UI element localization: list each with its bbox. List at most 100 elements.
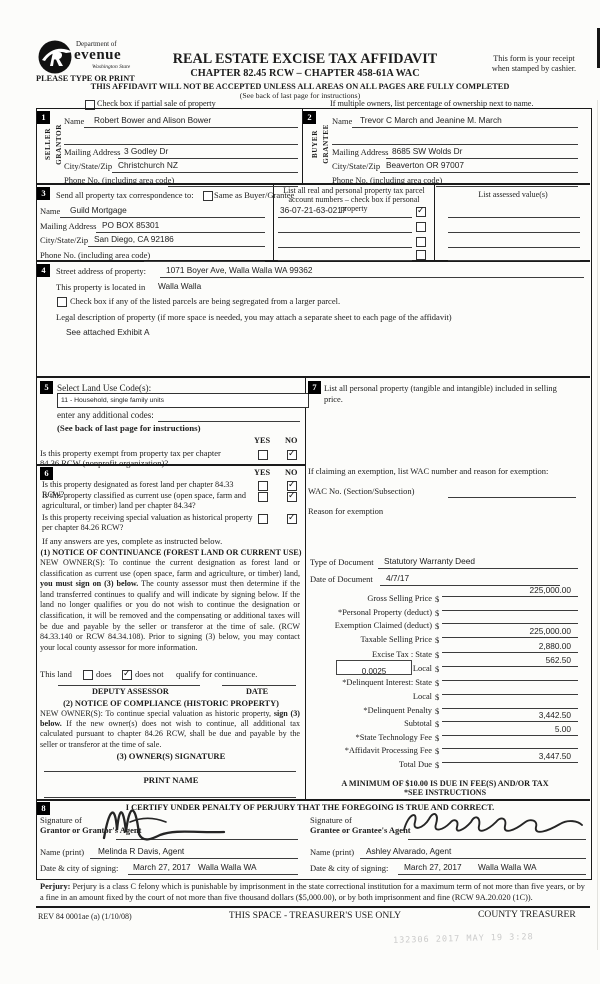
additional-codes-line[interactable] xyxy=(158,420,300,422)
grantor-date-value[interactable]: March 27, 2017 xyxy=(133,862,191,872)
historical-yes-checkbox[interactable] xyxy=(258,514,268,524)
corr-phone-line[interactable] xyxy=(144,260,265,262)
money-line[interactable] xyxy=(442,669,578,681)
corr-city-value[interactable]: San Diego, CA 92186 xyxy=(94,234,174,244)
partial-sale-checkbox[interactable] xyxy=(85,100,95,110)
notice2-p1: NEW OWNER(S): To continue special valuat… xyxy=(40,709,274,718)
money-line[interactable]: 562.50 xyxy=(442,655,578,667)
deputy-assessor-line[interactable] xyxy=(58,684,200,686)
parcel-line-3[interactable] xyxy=(278,246,412,248)
forest-yes-checkbox[interactable] xyxy=(258,481,268,491)
parcel-checkbox-2[interactable] xyxy=(416,222,426,232)
money-line[interactable] xyxy=(442,612,578,624)
seller-city-value[interactable]: Christchurch NZ xyxy=(118,160,178,170)
seller-name-line2[interactable] xyxy=(64,143,298,145)
assessed-line-4[interactable] xyxy=(448,259,580,261)
current-use-yes-checkbox[interactable] xyxy=(258,492,268,502)
notice2-p2: If the new owner(s) does not wish to con… xyxy=(40,719,300,749)
seller-phone-label: Phone No. (including area code) xyxy=(64,175,175,185)
money-line[interactable] xyxy=(442,697,578,709)
land-use-code-box[interactable]: 11 - Household, single family units xyxy=(57,393,309,408)
money-line[interactable]: 225,000.00 xyxy=(442,585,578,597)
assessed-line-2[interactable] xyxy=(448,231,580,233)
buyer-name-line[interactable] xyxy=(352,126,578,128)
seller-mailing-value[interactable]: 3 Godley Dr xyxy=(124,146,169,156)
parcel-checkbox-1[interactable] xyxy=(416,206,426,217)
buyer-mailing-line[interactable] xyxy=(386,157,578,159)
street-line[interactable] xyxy=(160,276,584,278)
parcel-checkbox-4[interactable] xyxy=(416,250,426,260)
deputy-date-line[interactable] xyxy=(222,684,296,686)
wac-line[interactable] xyxy=(448,496,576,498)
corr-name-value[interactable]: Guild Mortgage xyxy=(70,205,127,215)
print-name-line[interactable] xyxy=(44,796,296,798)
money-line[interactable]: 3,447.50 xyxy=(442,751,578,763)
corr-city-line[interactable] xyxy=(88,245,265,247)
money-line[interactable]: 2,880.00 xyxy=(442,641,578,653)
money-line[interactable] xyxy=(442,683,578,695)
money-line[interactable]: 225,000.00 xyxy=(442,626,578,638)
county-treasurer-label: COUNTY TREASURER xyxy=(478,909,576,920)
buyer-city-value[interactable]: Beaverton OR 97007 xyxy=(386,160,464,170)
grantee-date-value[interactable]: March 27, 2017 xyxy=(404,862,462,872)
grantor-name-value[interactable]: Melinda R Davis, Agent xyxy=(98,846,185,856)
parcel-value-1[interactable]: 36-07-21-63-0217 xyxy=(280,205,347,215)
parcel-checkbox-3[interactable] xyxy=(416,237,426,247)
buyer-phone-line[interactable] xyxy=(436,185,578,187)
segregated-checkbox[interactable] xyxy=(57,297,67,307)
corr-mailing-value[interactable]: PO BOX 85301 xyxy=(102,220,160,230)
current-use-no-checkbox[interactable] xyxy=(287,491,297,502)
seller-city-line[interactable] xyxy=(112,171,298,173)
does-not-checkbox[interactable] xyxy=(122,669,132,680)
grantor-signature-line[interactable] xyxy=(116,838,298,840)
grantor-city-value[interactable]: Walla Walla WA xyxy=(198,862,257,872)
grantee-signature-line[interactable] xyxy=(408,838,586,840)
money-line[interactable]: 3,442.50 xyxy=(442,710,578,722)
corr-name-line[interactable] xyxy=(60,216,265,218)
does-checkbox[interactable] xyxy=(83,670,93,680)
seller-mailing-line[interactable] xyxy=(118,157,298,159)
money-line[interactable]: 5.00 xyxy=(442,724,578,736)
money-line[interactable] xyxy=(442,737,578,749)
seller-name-line[interactable] xyxy=(84,126,298,128)
parcel-line-1[interactable] xyxy=(278,216,412,218)
parcel-line-4[interactable] xyxy=(278,259,412,261)
forest-no-checkbox[interactable] xyxy=(287,480,297,491)
same-as-checkbox[interactable] xyxy=(203,191,213,201)
buyer-mailing-value[interactable]: 8685 SW Wolds Dr xyxy=(392,146,463,156)
deputy-date-label: DATE xyxy=(246,687,269,696)
corr-mailing-line[interactable] xyxy=(96,231,265,233)
seller-name-value[interactable]: Robert Bower and Alison Bower xyxy=(94,115,212,125)
exempt-yes-checkbox[interactable] xyxy=(258,450,268,460)
grantee-name-line[interactable] xyxy=(360,857,586,859)
located-value[interactable]: Walla Walla xyxy=(158,281,202,291)
assessed-line-1[interactable] xyxy=(448,216,580,218)
land-use-title: Select Land Use Code(s): xyxy=(57,383,152,393)
dollar-sign: $ xyxy=(435,719,440,729)
date-of-document-value[interactable]: 4/7/17 xyxy=(386,573,410,583)
exempt-no-checkbox[interactable] xyxy=(287,449,297,460)
date-of-document-line[interactable] xyxy=(380,584,560,586)
owner-signature-line[interactable] xyxy=(44,770,296,772)
buyer-name-line2[interactable] xyxy=(332,143,578,145)
legal-value[interactable]: See attached Exhibit A xyxy=(66,327,150,337)
grantee-name-value[interactable]: Ashley Alvarado, Agent xyxy=(366,846,452,856)
grantor-name-line[interactable] xyxy=(90,857,298,859)
grantor-date-line[interactable] xyxy=(128,873,298,875)
grantee-city-value[interactable]: Walla Walla WA xyxy=(478,862,537,872)
street-label: Street address of property: xyxy=(56,266,146,276)
assessed-line-3[interactable] xyxy=(448,246,580,248)
historical-no-checkbox[interactable] xyxy=(287,513,297,524)
grantee-signature xyxy=(403,813,583,833)
parcel-line-2[interactable] xyxy=(278,231,412,233)
seller-phone-line[interactable] xyxy=(168,185,298,187)
local-rate-box[interactable]: 0.0025 xyxy=(336,660,412,676)
money-line[interactable] xyxy=(442,599,578,611)
grantee-date-line[interactable] xyxy=(398,873,586,875)
money-value: 5.00 xyxy=(554,724,571,734)
buyer-city-line[interactable] xyxy=(380,171,578,173)
street-value[interactable]: 1071 Boyer Ave, Walla Walla WA 99362 xyxy=(166,265,313,275)
buyer-name-value[interactable]: Trevor C March and Jeanine M. March xyxy=(360,115,502,125)
type-of-document-line[interactable] xyxy=(378,567,578,569)
type-of-document-value[interactable]: Statutory Warranty Deed xyxy=(384,556,475,566)
